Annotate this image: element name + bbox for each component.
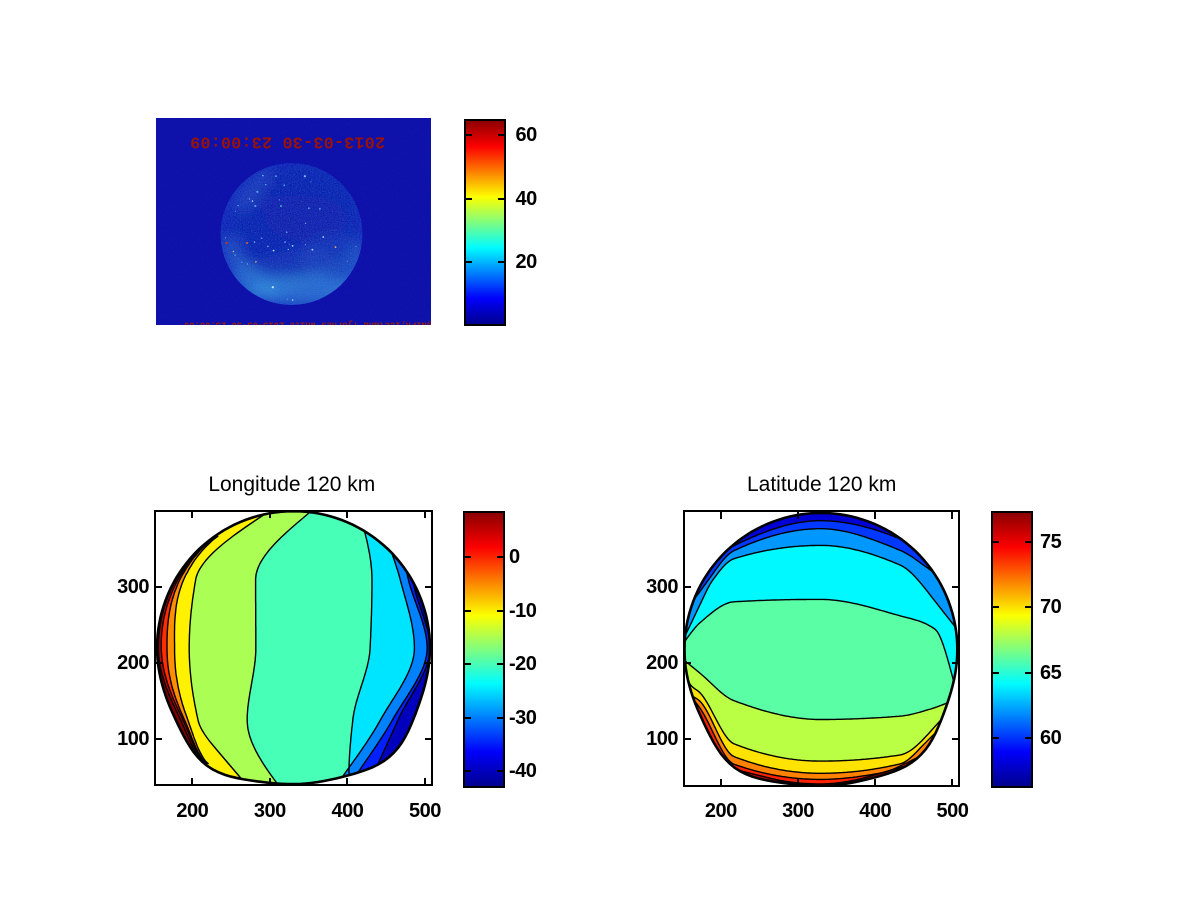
svg-text:@NIPR,Iceland Tjornes White 20: @NIPR,Iceland Tjornes White 2013-03-30 2… bbox=[184, 320, 431, 326]
svg-text:2013-03-30 23:00:09: 2013-03-30 23:00:09 bbox=[190, 132, 385, 151]
